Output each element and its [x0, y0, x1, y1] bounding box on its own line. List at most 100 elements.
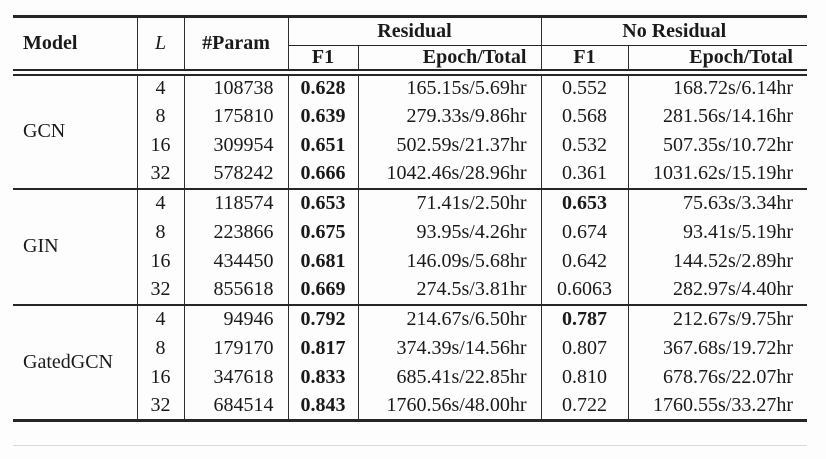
table-row: 16 347618 0.833 685.41s/22.85hr 0.810 67… [13, 362, 807, 392]
table-row: GatedGCN 4 94946 0.792 214.67s/6.50hr 0.… [13, 303, 807, 421]
noresidual-f1-cell: 0.653 [541, 187, 629, 218]
model-group-gcn: GCN 4 108738 0.628 165.15s/5.69hr 0.552 … [13, 72, 807, 189]
residual-time-cell: 374.39s/14.56hr [358, 333, 542, 363]
model-group-gin: GIN 4 118574 0.653 71.41s/2.50hr 0.653 7… [13, 187, 807, 305]
column-header-param: #Param [184, 16, 289, 76]
noresidual-f1-cell: 0.361 [541, 159, 629, 189]
param-cell: 175810 [184, 101, 289, 131]
noresidual-time-cell: 1760.55s/33.27hr [653, 393, 793, 416]
header-row-subcolumns: F1 Epoch/Total F1 Epoch/Total [13, 45, 807, 76]
param-cell: 684514 [184, 391, 289, 421]
column-group-no-residual: No Residual [541, 16, 807, 46]
noresidual-time-cell: 678.76s/22.07hr [663, 365, 793, 388]
layers-cell: 16 [137, 362, 185, 392]
noresidual-time-cell: 1031.62s/15.19hr [653, 162, 793, 184]
noresidual-time-cell: 93.41s/5.19hr [683, 220, 793, 243]
noresidual-f1-cell: 0.807 [541, 333, 629, 363]
param-cell: 578242 [184, 159, 289, 189]
noresidual-f1-cell: 0.568 [541, 101, 629, 131]
noresidual-time-cell: 367.68s/19.72hr [663, 336, 793, 359]
model-cell: GIN [13, 187, 138, 305]
residual-time-cell: 1042.46s/28.96hr [358, 159, 542, 189]
noresidual-f1-cell: 0.552 [541, 72, 629, 102]
layers-cell: 4 [137, 187, 185, 218]
residual-f1-cell: 0.669 [288, 275, 359, 305]
layers-cell: 32 [137, 391, 185, 421]
residual-time-cell: 165.15s/5.69hr [358, 72, 542, 102]
table-row: GCN 4 108738 0.628 165.15s/5.69hr 0.552 … [13, 72, 807, 189]
param-cell: 309954 [184, 130, 289, 160]
residual-time-cell: 214.67s/6.50hr [358, 303, 542, 334]
residual-f1-cell: 0.651 [288, 130, 359, 160]
residual-f1-cell: 0.843 [288, 391, 359, 421]
noresidual-time-cell: 281.56s/14.16hr [663, 104, 793, 127]
column-header-noresidual-epoch-total: Epoch/Total [628, 45, 807, 76]
noresidual-f1-cell: 0.6063 [541, 275, 629, 305]
param-cell: 108738 [184, 72, 289, 102]
layers-cell: 16 [137, 246, 185, 276]
residual-f1-cell: 0.653 [288, 187, 359, 218]
noresidual-time-cell: 282.97s/4.40hr [673, 278, 793, 300]
noresidual-time-cell: 507.35s/10.72hr [663, 133, 793, 156]
column-header-model: Model [13, 16, 138, 76]
noresidual-time-cell: 144.52s/2.89hr [673, 249, 793, 272]
noresidual-f1-cell: 0.787 [541, 303, 629, 334]
param-cell: 179170 [184, 333, 289, 363]
column-header-noresidual-f1: F1 [541, 45, 629, 76]
residual-f1-cell: 0.628 [288, 72, 359, 102]
param-cell: 855618 [184, 275, 289, 305]
model-cell: GatedGCN [13, 303, 138, 421]
noresidual-f1-cell: 0.532 [541, 130, 629, 160]
table-row: 8 175810 0.639 279.33s/9.86hr 0.568 281.… [13, 101, 807, 131]
results-table-container: Model L #Param Residual No Residual F1 E… [13, 15, 807, 422]
table-row: 32 578242 0.666 1042.46s/28.96hr 0.361 1… [13, 159, 807, 189]
noresidual-f1-cell: 0.722 [541, 391, 629, 421]
column-header-residual-epoch-total: Epoch/Total [358, 45, 542, 76]
noresidual-time-cell: 168.72s/6.14hr [673, 77, 793, 100]
layers-cell: 4 [137, 303, 185, 334]
model-group-gatedgcn: GatedGCN 4 94946 0.792 214.67s/6.50hr 0.… [13, 303, 807, 421]
residual-time-cell: 502.59s/21.37hr [358, 130, 542, 160]
residual-f1-cell: 0.675 [288, 217, 359, 247]
model-cell: GCN [13, 72, 138, 189]
residual-f1-cell: 0.666 [288, 159, 359, 189]
table-row: 8 223866 0.675 93.95s/4.26hr 0.674 93.41… [13, 217, 807, 247]
param-cell: 223866 [184, 217, 289, 247]
noresidual-time-cell: 212.67s/9.75hr [628, 303, 807, 334]
residual-f1-cell: 0.681 [288, 246, 359, 276]
layers-cell: 32 [137, 275, 185, 305]
residual-time-cell: 279.33s/9.86hr [358, 101, 542, 131]
layers-cell: 4 [137, 72, 185, 102]
table-row: 32 684514 0.843 1760.56s/48.00hr 0.722 1… [13, 391, 807, 421]
table-row: 16 434450 0.681 146.09s/5.68hr 0.642 144… [13, 246, 807, 276]
noresidual-time-cell: 75.63s/3.34hr [628, 187, 807, 218]
residual-time-cell: 93.95s/4.26hr [358, 217, 542, 247]
column-header-residual-f1: F1 [288, 45, 359, 76]
table-row: 8 179170 0.817 374.39s/14.56hr 0.807 367… [13, 333, 807, 363]
param-cell: 434450 [184, 246, 289, 276]
residual-time-cell: 1760.56s/48.00hr [358, 391, 542, 421]
column-group-residual: Residual [288, 16, 542, 46]
residual-time-cell: 71.41s/2.50hr [358, 187, 542, 218]
residual-time-cell: 274.5s/3.81hr [358, 275, 542, 305]
table-row: 32 855618 0.669 274.5s/3.81hr 0.6063 282… [13, 275, 807, 305]
column-header-layers: L [137, 16, 185, 76]
residual-f1-cell: 0.639 [288, 101, 359, 131]
noresidual-f1-cell: 0.642 [541, 246, 629, 276]
residual-f1-cell: 0.792 [288, 303, 359, 334]
layers-cell: 8 [137, 217, 185, 247]
results-table: Model L #Param Residual No Residual F1 E… [13, 15, 807, 422]
noresidual-f1-cell: 0.674 [541, 217, 629, 247]
layers-cell: 8 [137, 101, 185, 131]
noresidual-f1-cell: 0.810 [541, 362, 629, 392]
residual-f1-cell: 0.833 [288, 362, 359, 392]
residual-time-cell: 146.09s/5.68hr [358, 246, 542, 276]
layers-cell: 8 [137, 333, 185, 363]
table-bottom-shadow-line [13, 445, 807, 446]
residual-f1-cell: 0.817 [288, 333, 359, 363]
param-cell: 347618 [184, 362, 289, 392]
table-row: 16 309954 0.651 502.59s/21.37hr 0.532 50… [13, 130, 807, 160]
layers-cell: 32 [137, 159, 185, 189]
table-header: Model L #Param Residual No Residual F1 E… [13, 16, 807, 76]
layers-cell: 16 [137, 130, 185, 160]
